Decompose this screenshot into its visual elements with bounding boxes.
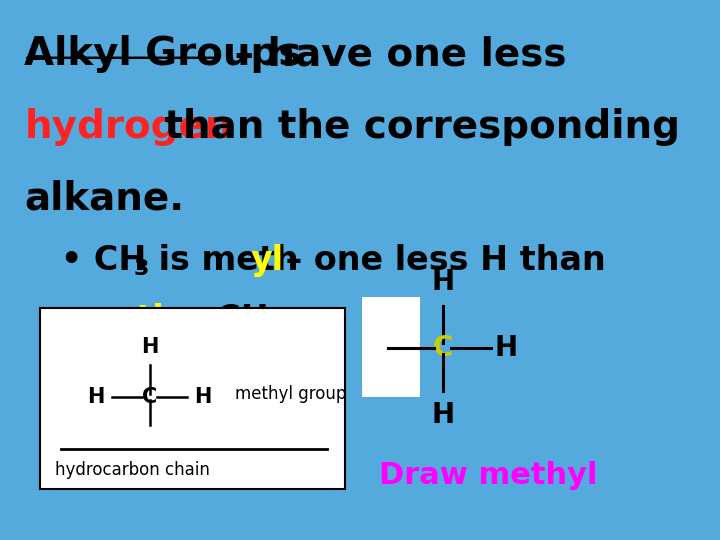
Text: • CH: • CH [61,244,146,277]
Text: Draw methyl: Draw methyl [379,461,597,490]
Text: H: H [194,387,212,407]
Text: H: H [431,401,454,429]
Text: H: H [87,387,104,407]
Text: C: C [142,387,157,407]
Text: alkane.: alkane. [24,179,184,217]
FancyBboxPatch shape [362,297,420,397]
Text: 4: 4 [253,318,268,338]
Text: , CH: , CH [192,303,269,336]
Text: H: H [431,268,454,296]
Text: hydrocarbon chain: hydrocarbon chain [55,461,210,479]
Text: H: H [495,334,518,362]
Text: C: C [433,334,453,362]
Text: than the corresponding: than the corresponding [151,108,680,146]
Text: – have one less: – have one less [221,35,567,73]
Text: H: H [141,336,158,356]
Text: hydrogen: hydrogen [24,108,233,146]
Text: 3: 3 [133,259,148,279]
Text: methyl group: methyl group [235,385,346,403]
Text: yl: yl [251,244,284,277]
Text: – one less H than: – one less H than [274,244,606,277]
Text: methane: methane [79,303,246,336]
Text: is meth: is meth [147,244,298,277]
FancyBboxPatch shape [40,308,345,489]
Text: Alkyl Groups: Alkyl Groups [24,35,302,73]
